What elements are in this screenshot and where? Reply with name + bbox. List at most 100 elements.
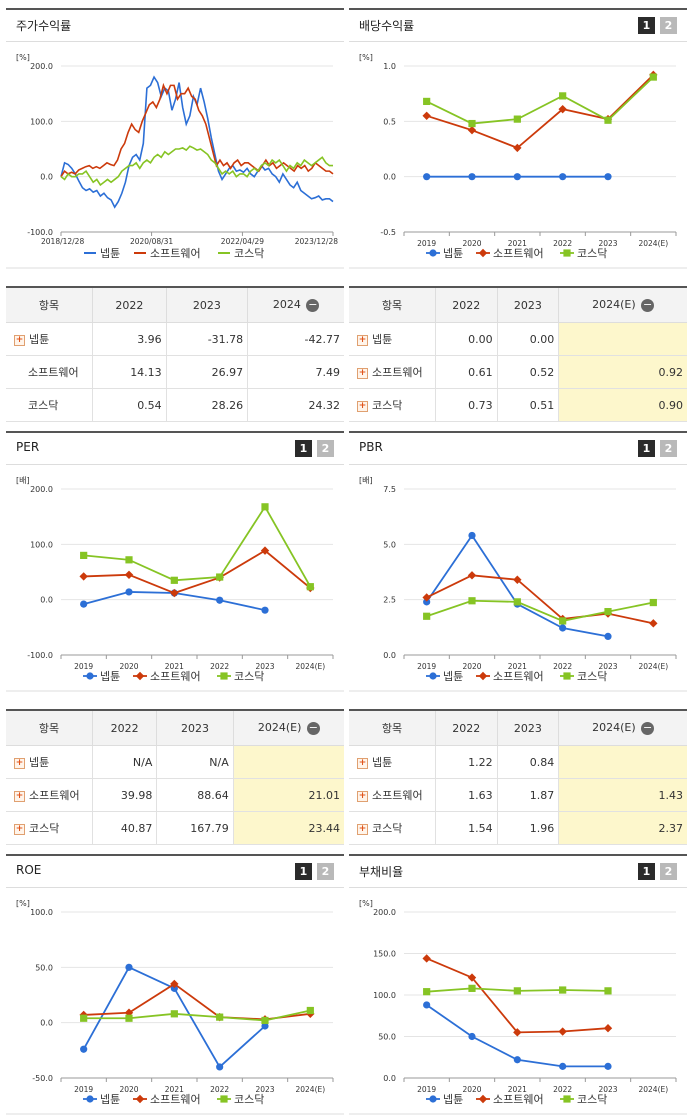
data-point [125,588,133,596]
cell: 39.98 [91,778,157,812]
collapse-icon[interactable]: − [641,720,655,735]
row-name: + 코스닥 [349,811,436,845]
data-point [649,73,657,81]
expand-plus-icon[interactable]: + [14,790,25,802]
page-2-button[interactable]: 2 [317,863,334,880]
page-1-button[interactable]: 1 [295,440,312,457]
expand-plus-icon[interactable]: + [357,790,368,802]
data-point [261,1016,269,1025]
series-line [426,74,654,149]
collapse-icon[interactable]: − [641,297,655,312]
data-point [261,503,269,511]
expand-plus-icon[interactable]: + [14,334,25,346]
y-tick-label: 50.0 [35,963,53,972]
data-point [467,571,477,580]
expand-plus-icon[interactable]: + [357,334,368,346]
x-tick-label: 2023 [598,239,617,248]
panel-title: PBR [359,440,383,454]
row-name: 소프트웨어 [6,355,93,389]
data-point [429,249,437,257]
pager: 1 2 [638,440,677,457]
data-point [513,987,521,995]
row-label: 넵튠 [372,756,393,769]
cell: 0.84 [496,745,559,779]
x-tick-label: 2020 [119,1085,138,1094]
data-point [563,672,571,680]
cell: 1.22 [435,745,498,779]
expand-plus-icon[interactable]: + [357,400,368,412]
cell [558,322,687,356]
cell: -42.77 [247,322,344,356]
collapse-icon[interactable]: − [306,297,320,312]
expand-plus-icon[interactable]: + [357,757,368,769]
col-label: 2024(E) [592,721,636,735]
data-point [468,119,476,128]
x-tick-label: 2021 [508,239,527,248]
data-point [261,606,269,614]
panel-title: 배당수익률 [359,19,415,33]
table-row: + 소프트웨어 39.98 88.64 21.01 [6,778,344,812]
data-point [604,987,612,995]
x-tick-label: 2024(E) [638,239,668,248]
data-point [513,173,521,181]
collapse-icon[interactable]: − [306,720,320,735]
x-tick-label: 2020 [462,239,481,248]
col-2024e: 2024(E) − [232,710,344,746]
series-line [426,76,654,125]
expand-plus-icon[interactable]: + [357,823,368,835]
data-point [80,1014,88,1022]
expand-plus-icon[interactable]: + [14,823,25,835]
data-point [260,546,270,555]
legend-label: 소프트웨어 [150,670,201,683]
y-tick-label: 100.0 [30,117,53,126]
data-point [478,248,488,258]
page-2-button[interactable]: 2 [660,440,677,457]
debt-ratio-panel: 부채비율 1 2 [%] 200.0 150.0 100.0 50.0 0.0 2019 20… [349,854,687,1119]
cell: N/A [91,745,157,779]
page-2-button[interactable]: 2 [317,440,334,457]
expand-plus-icon[interactable]: + [357,367,368,379]
y-tick-label: 200.0 [30,62,53,71]
series-line [60,145,333,187]
y-tick-label: 0.0 [383,173,396,182]
page-1-button[interactable]: 1 [295,863,312,880]
pbr-panel: PBR 1 2 [배] 7.5 5.0 2.5 0.0 2019 2020 2021 2022 2… [349,431,687,696]
col-2024e: 2024(E) − [558,287,687,323]
x-tick-label: 2019 [74,1085,93,1094]
page-1-button[interactable]: 1 [638,440,655,457]
cell: 1.63 [435,778,498,812]
data-point [423,173,431,181]
per-chart: [배]200.0 100.0 0.0 -100.0 2019 2020 2021 2022 20… [6,476,344,692]
x-tick-label: 2020 [119,662,138,671]
row-label: 코스닥 [372,399,403,412]
table-row: + 넵튠 1.22 0.84 [349,745,687,779]
table-row: + 소프트웨어 0.61 0.52 0.92 [349,355,687,389]
data-point [429,1095,437,1103]
row-name: + 소프트웨어 [349,778,436,812]
page-1-button[interactable]: 1 [638,863,655,880]
cell: 1.54 [435,811,498,845]
data-point [603,1024,613,1033]
data-point [216,596,224,604]
x-tick-label: 2024(E) [295,662,325,671]
page-1-button[interactable]: 1 [638,17,655,34]
series-line [60,75,334,209]
page-2-button[interactable]: 2 [660,17,677,34]
x-tick-label: 2022/04/29 [221,237,264,246]
y-unit-label: [%] [16,899,30,908]
expand-plus-icon[interactable]: + [14,757,25,769]
cell: 24.32 [247,388,344,422]
row-name: + 코스닥 [6,811,93,845]
data-point [423,598,431,606]
cell: 0.92 [558,355,687,389]
table-row: + 코스닥 40.87 167.79 23.44 [6,811,344,845]
page-2-button[interactable]: 2 [660,863,677,880]
data-point [86,1095,94,1103]
y-tick-label: 0.5 [383,117,396,126]
y-tick-label: 50.0 [378,1033,396,1042]
y-tick-label: 100.0 [30,540,53,549]
stock-return-panel: 주가수익률 [%] 200.0 100.0 0.0 -100.0 2018/12/28 20… [6,8,344,273]
row-name: + 소프트웨어 [6,778,93,812]
panel-header: 주가수익률 [6,8,344,42]
